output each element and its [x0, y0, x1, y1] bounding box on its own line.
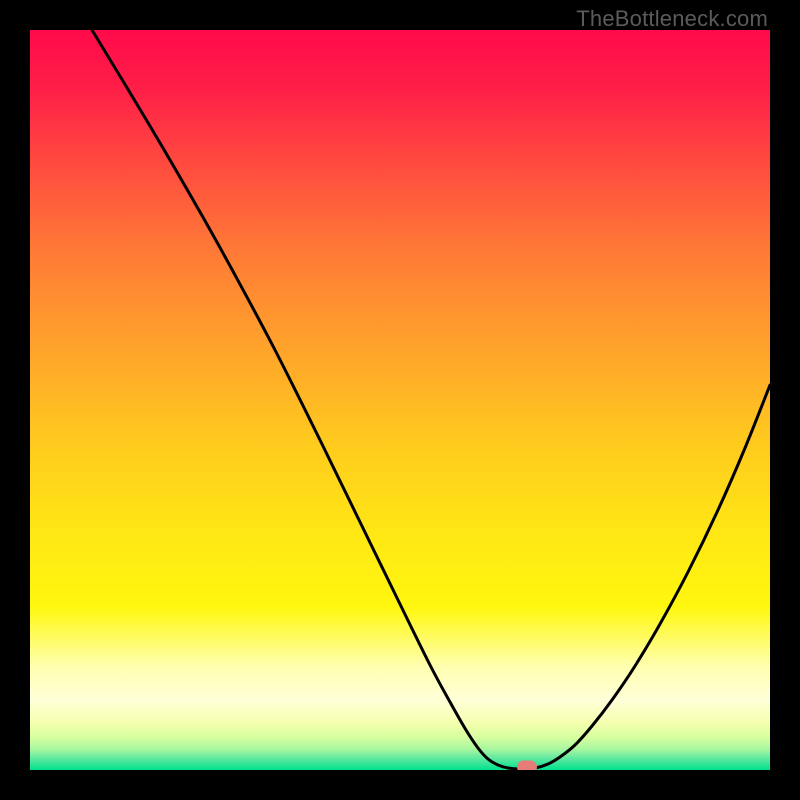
optimal-marker — [517, 761, 537, 771]
bottleneck-curve — [30, 30, 770, 770]
curve-path — [92, 30, 770, 769]
watermark-text: TheBottleneck.com — [576, 6, 768, 32]
chart-frame: TheBottleneck.com — [0, 0, 800, 800]
plot-area — [30, 30, 770, 770]
